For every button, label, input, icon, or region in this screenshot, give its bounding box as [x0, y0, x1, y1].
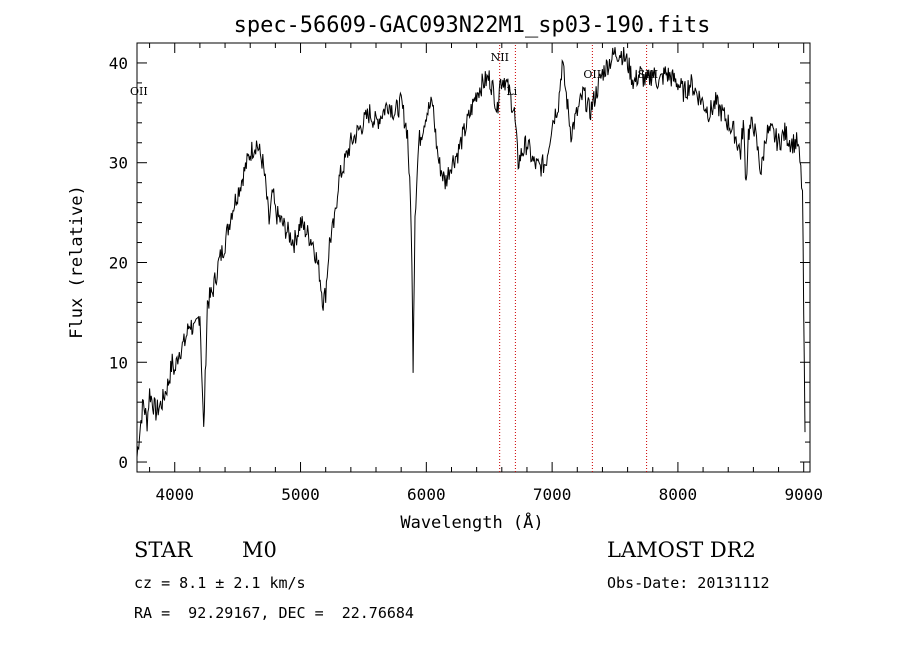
x-tick-label: 8000 — [659, 485, 698, 504]
edge-line-label: OII — [130, 85, 148, 98]
spectrum-line — [136, 46, 806, 458]
axis-ticks: 4000 5000 6000 7000 8000 9000 0 10 20 30 40 — [109, 42, 823, 504]
x-tick-label: 6000 — [407, 485, 446, 504]
x-tick-label: 7000 — [533, 485, 572, 504]
y-tick-label: 40 — [109, 54, 128, 73]
x-tick-label: 4000 — [155, 485, 194, 504]
y-tick-label: 0 — [118, 453, 128, 472]
x-tick-label: 9000 — [784, 485, 823, 504]
x-axis-label: Wavelength (Å) — [400, 511, 543, 533]
coordinates-text: RA = 92.29167, DEC = 22.76684 — [134, 604, 414, 622]
emission-line-label: Li — [506, 85, 517, 98]
chart-title: spec-56609-GAC093N22M1_sp03-190.fits — [234, 13, 711, 38]
x-tick-label: 5000 — [281, 485, 320, 504]
obs-date-text: Obs-Date: 20131112 — [607, 574, 770, 592]
y-tick-label: 20 — [109, 253, 128, 272]
y-tick-label: 10 — [109, 353, 128, 372]
plot-frame — [136, 42, 811, 473]
y-tick-label: 30 — [109, 154, 128, 173]
object-subclass: M0 — [242, 538, 277, 562]
survey-name: LAMOST DR2 — [607, 538, 756, 562]
object-class: STAR — [134, 538, 193, 562]
y-axis-label: Flux (relative) — [67, 185, 87, 339]
emission-line-label: OII — [583, 68, 601, 81]
redshift-text: cz = 8.1 ± 2.1 km/s — [134, 574, 306, 592]
emission-line-label: NII — [491, 51, 509, 64]
